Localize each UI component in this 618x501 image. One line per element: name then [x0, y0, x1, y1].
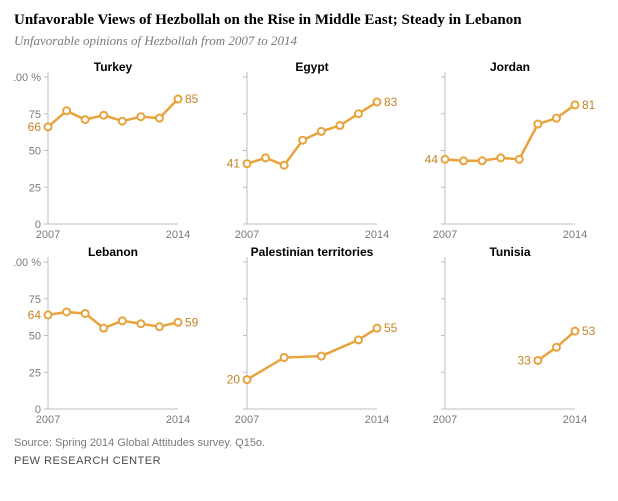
svg-text:Turkey: Turkey [94, 60, 133, 74]
chart-jordan: 2007 2014 Jordan 44 81 [411, 57, 604, 242]
svg-text:Lebanon: Lebanon [88, 245, 138, 259]
svg-text:83: 83 [384, 95, 398, 109]
svg-text:53: 53 [582, 324, 596, 338]
svg-text:Palestinian territories: Palestinian territories [250, 245, 373, 259]
svg-text:2014: 2014 [166, 229, 190, 241]
page-title: Unfavorable Views of Hezbollah on the Ri… [14, 12, 604, 29]
chart-palestinian-territories: 2007 2014 Palestinian territories 20 55 [213, 242, 406, 427]
svg-text:25: 25 [29, 182, 41, 194]
chart-turkey: 0255075100 %20072014Turkey6685 [14, 57, 207, 242]
svg-text:50: 50 [29, 146, 41, 158]
svg-text:Jordan: Jordan [490, 60, 530, 74]
svg-text:75: 75 [29, 109, 41, 121]
svg-text:25: 25 [29, 367, 41, 379]
svg-text:81: 81 [582, 98, 596, 112]
chart-egypt: 2007 2014 Egypt 41 83 [213, 57, 406, 242]
brand-text: PEW RESEARCH CENTER [14, 455, 604, 467]
svg-text:85: 85 [185, 92, 199, 106]
svg-text:59: 59 [185, 315, 199, 329]
chart-tunisia: 2007 2014 Tunisia 33 53 [411, 242, 604, 427]
svg-text:2007: 2007 [433, 229, 457, 241]
svg-text:64: 64 [28, 308, 42, 322]
svg-text:2014: 2014 [166, 414, 190, 426]
svg-text:2014: 2014 [563, 414, 587, 426]
page-subtitle: Unfavorable opinions of Hezbollah from 2… [14, 33, 604, 49]
svg-text:75: 75 [29, 294, 41, 306]
svg-text:2014: 2014 [364, 414, 388, 426]
svg-text:2007: 2007 [433, 414, 457, 426]
svg-text:66: 66 [28, 120, 42, 134]
svg-text:41: 41 [226, 157, 240, 171]
chart-lebanon: 0255075100 %20072014Lebanon6459 [14, 242, 207, 427]
svg-text:33: 33 [518, 353, 532, 367]
svg-text:Tunisia: Tunisia [490, 245, 531, 259]
svg-text:2007: 2007 [36, 229, 60, 241]
svg-text:2014: 2014 [364, 229, 388, 241]
svg-text:Egypt: Egypt [295, 60, 328, 74]
svg-text:100 %: 100 % [14, 257, 41, 269]
svg-text:100 %: 100 % [14, 72, 41, 84]
svg-text:2007: 2007 [234, 229, 258, 241]
svg-text:44: 44 [425, 152, 439, 166]
svg-text:2007: 2007 [234, 414, 258, 426]
svg-text:2014: 2014 [563, 229, 587, 241]
svg-text:2007: 2007 [36, 414, 60, 426]
charts-grid: 0255075100 %20072014Turkey6685 20072014E… [14, 57, 604, 427]
svg-text:50: 50 [29, 331, 41, 343]
svg-text:55: 55 [384, 321, 398, 335]
svg-text:20: 20 [226, 373, 240, 387]
source-text: Source: Spring 2014 Global Attitudes sur… [14, 437, 604, 449]
footer: Source: Spring 2014 Global Attitudes sur… [14, 437, 604, 467]
